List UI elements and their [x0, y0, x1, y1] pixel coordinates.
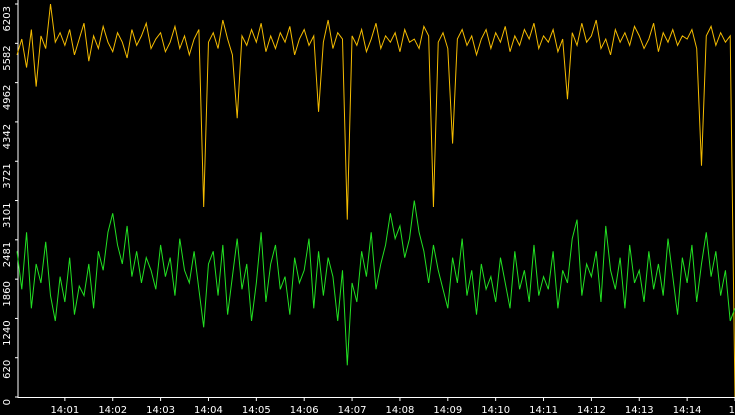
- y-tick-label: 2481: [2, 242, 13, 267]
- x-tick-label: 14:09: [433, 405, 462, 415]
- y-tick-label: 0: [2, 399, 13, 405]
- x-tick-label: 14:01: [50, 405, 79, 415]
- x-tick-label: 14:14: [673, 405, 702, 415]
- x-tick-label: 14:06: [290, 405, 319, 415]
- x-tick-label: 14:07: [338, 405, 367, 415]
- x-tick-label: 14:05: [242, 405, 271, 415]
- x-tick-label: 14:08: [386, 405, 415, 415]
- x-tick-label: 14: [729, 405, 735, 415]
- x-tick-label: 14:03: [146, 405, 175, 415]
- y-tick-label: 6203: [2, 6, 13, 31]
- y-tick-label: 1240: [2, 320, 13, 345]
- x-tick-label: 14:02: [98, 405, 127, 415]
- x-tick-label: 14:11: [529, 405, 558, 415]
- series-line: [16, 3, 735, 398]
- y-tick-label: 4342: [2, 124, 13, 149]
- x-tick-label: 14:10: [481, 405, 510, 415]
- x-tick-label: 14:13: [625, 405, 654, 415]
- y-tick-label: 5582: [2, 45, 13, 70]
- y-tick-label: 4962: [2, 85, 13, 110]
- x-tick-label: 14:04: [194, 405, 223, 415]
- series-line: [16, 200, 735, 366]
- y-tick-label: 3721: [2, 163, 13, 188]
- x-tick-label: 14:12: [577, 405, 606, 415]
- y-tick-label: 1860: [2, 281, 13, 306]
- y-tick-label: 3101: [2, 203, 13, 228]
- y-tick-label: 620: [2, 360, 13, 379]
